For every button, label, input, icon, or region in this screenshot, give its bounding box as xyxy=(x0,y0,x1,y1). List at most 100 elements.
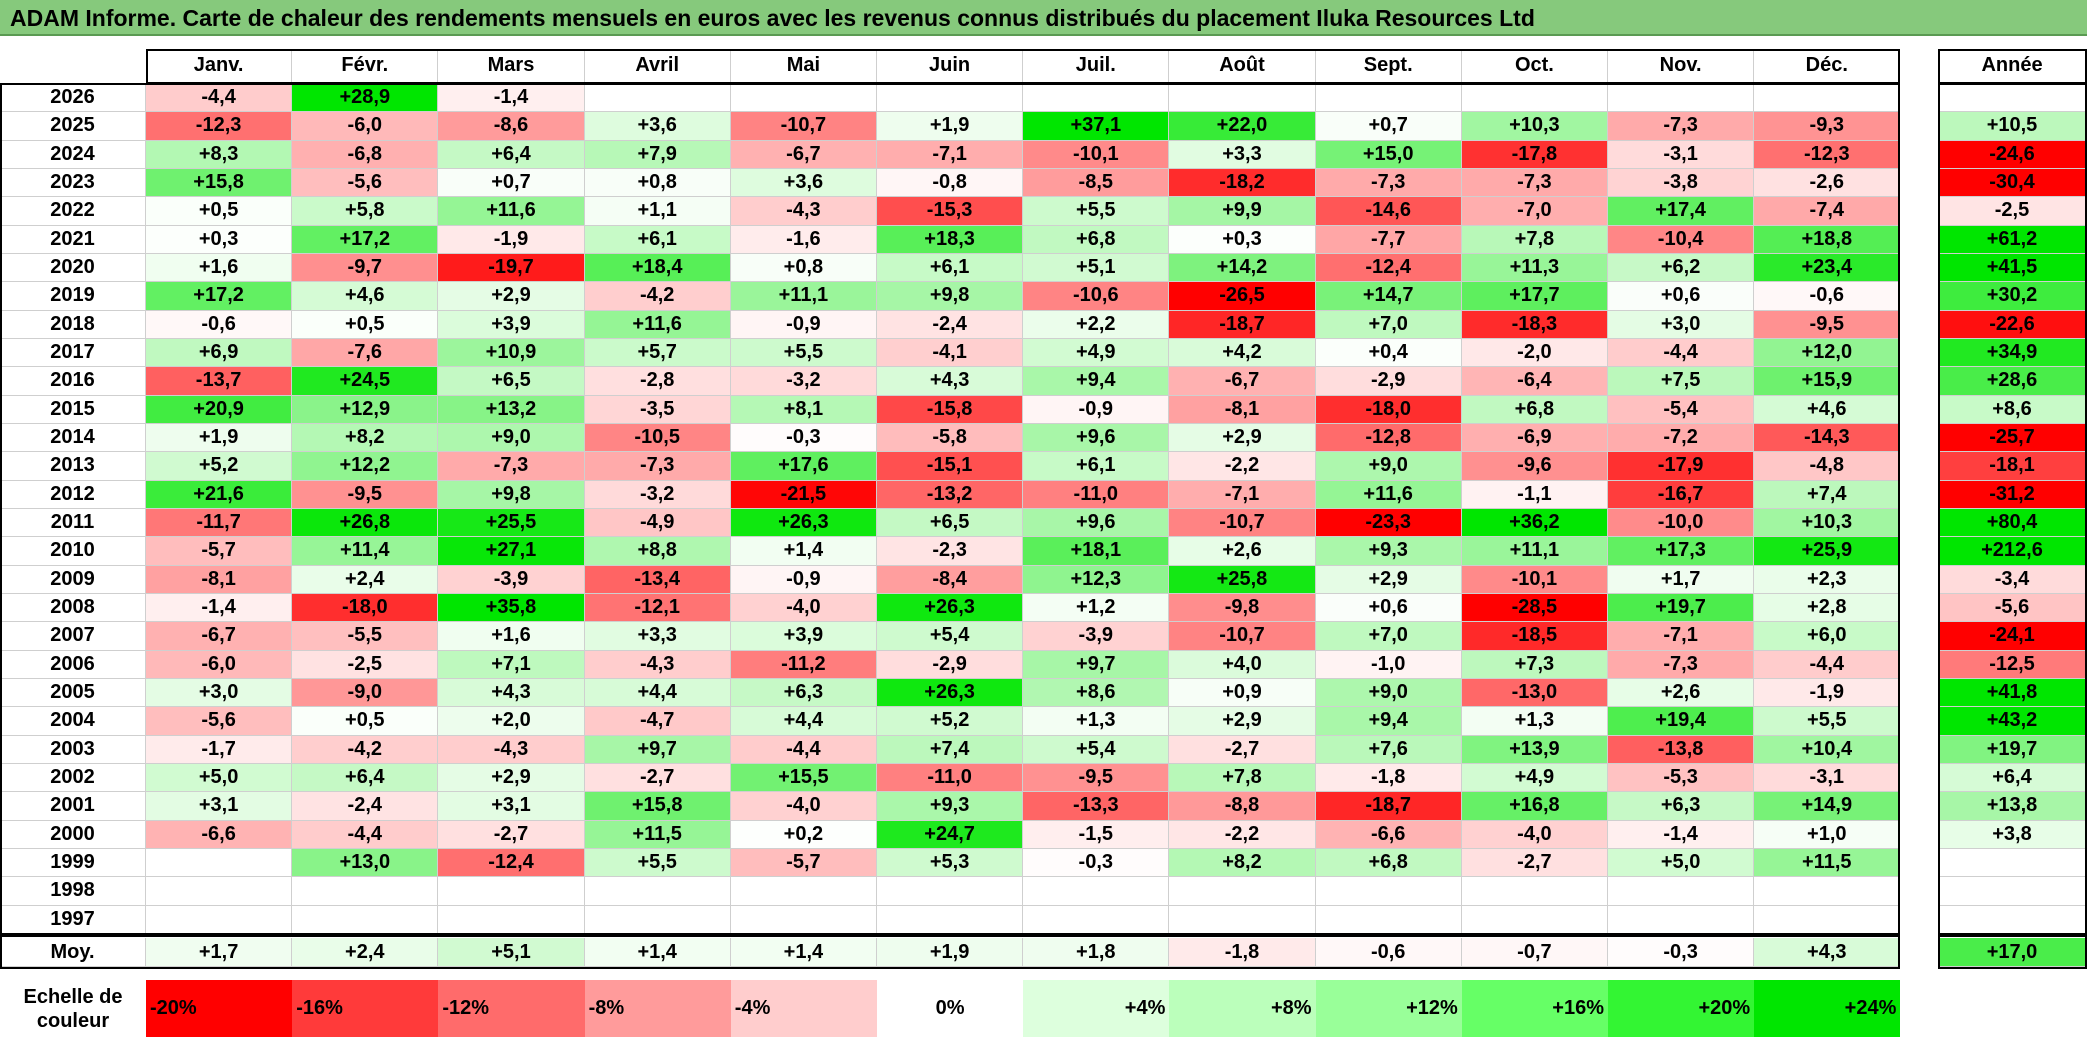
heatmap-cell: -6,7 xyxy=(730,140,877,169)
month-header: Nov. xyxy=(1608,49,1755,83)
heatmap-cell: +9,7 xyxy=(1023,650,1170,679)
heatmap-cell: -7,2 xyxy=(1608,423,1755,453)
heatmap-cell: +25,5 xyxy=(438,508,585,538)
annual-cell: +8,6 xyxy=(1938,395,2087,424)
heatmap-cell: -0,8 xyxy=(877,168,1024,198)
heatmap-cell: -10,0 xyxy=(1608,508,1755,538)
heatmap-cell: +9,6 xyxy=(1023,508,1170,538)
heatmap-cell: -0,6 xyxy=(1754,282,1901,311)
year-label: 2005 xyxy=(0,678,146,708)
heatmap-cell: +4,2 xyxy=(1169,338,1316,368)
color-scale-label: Echelle de couleur xyxy=(23,985,123,1032)
average-cell: +4,3 xyxy=(1754,938,1901,967)
heatmap-cell: +2,9 xyxy=(438,763,585,793)
heatmap-cell: -15,3 xyxy=(877,197,1024,226)
heatmap-cell: +7,6 xyxy=(1315,735,1462,764)
heatmap-cell: +15,8 xyxy=(584,792,731,821)
heatmap-cell: +11,6 xyxy=(1315,480,1462,509)
annual-cell: +34,9 xyxy=(1938,338,2087,368)
heatmap-cell: -4,0 xyxy=(730,792,877,821)
annual-cell: +28,6 xyxy=(1938,367,2087,396)
year-label: 2018 xyxy=(0,310,146,339)
annual-cell: +80,4 xyxy=(1938,508,2087,538)
heatmap-cell: -5,4 xyxy=(1608,395,1755,424)
heatmap-cell: -4,4 xyxy=(1608,338,1755,368)
heatmap-cell: -3,5 xyxy=(584,395,731,424)
year-label: 2016 xyxy=(0,367,146,396)
heatmap-cell: +17,6 xyxy=(730,452,877,481)
year-label: 2006 xyxy=(0,650,146,679)
heatmap-cell: +9,4 xyxy=(1315,707,1462,736)
heatmap-cell: +2,4 xyxy=(292,565,439,594)
heatmap-cell: -1,4 xyxy=(146,593,293,623)
heatmap-cell: +6,1 xyxy=(584,225,731,254)
annual-cell: +41,5 xyxy=(1938,253,2087,283)
heatmap-cell: +5,7 xyxy=(584,338,731,368)
month-header: Mai xyxy=(730,49,877,83)
heatmap-cell: -7,7 xyxy=(1315,225,1462,254)
heatmap-cell xyxy=(1608,905,1755,934)
heatmap-cell: -2,8 xyxy=(584,367,731,396)
heatmap-cell: -9,6 xyxy=(1461,452,1608,481)
heatmap-cell: -3,9 xyxy=(438,565,585,594)
month-header: Août xyxy=(1169,49,1316,83)
heatmap-cell: +4,3 xyxy=(438,678,585,708)
year-label: 2014 xyxy=(0,423,146,453)
color-scale-swatch: +16% xyxy=(1461,980,1608,1037)
heatmap-cell: +9,8 xyxy=(438,480,585,509)
average-cell: +1,4 xyxy=(730,938,877,967)
heatmap-cell: +11,4 xyxy=(292,537,439,566)
heatmap-cell: -6,6 xyxy=(146,820,293,849)
heatmap-cell: +18,3 xyxy=(877,225,1024,254)
heatmap-cell: -4,0 xyxy=(730,593,877,623)
heatmap-cell: +4,4 xyxy=(584,678,731,708)
heatmap-cell: +9,0 xyxy=(1315,678,1462,708)
heatmap-cell: +19,7 xyxy=(1608,593,1755,623)
heatmap-cell: +6,1 xyxy=(877,253,1024,283)
heatmap-cell: -0,3 xyxy=(730,423,877,453)
heatmap-cell: +1,1 xyxy=(584,197,731,226)
heatmap-cell: -5,8 xyxy=(877,423,1024,453)
heatmap-cell: +19,4 xyxy=(1608,707,1755,736)
heatmap-cell: -9,8 xyxy=(1169,593,1316,623)
heatmap-cell: -1,5 xyxy=(1023,820,1170,849)
heatmap-cell: -1,9 xyxy=(438,225,585,254)
annual-cell: -24,6 xyxy=(1938,140,2087,169)
heatmap-cell: +1,3 xyxy=(1461,707,1608,736)
heatmap-cell: -8,1 xyxy=(146,565,293,594)
heatmap-cell: +4,0 xyxy=(1169,650,1316,679)
heatmap-cell: -0,9 xyxy=(730,310,877,339)
heatmap-cell: -2,5 xyxy=(292,650,439,679)
heatmap-cell: -5,6 xyxy=(292,168,439,198)
heatmap-cell: +3,9 xyxy=(730,622,877,651)
month-header: Janv. xyxy=(146,49,293,83)
heatmap-cell xyxy=(1754,877,1901,906)
heatmap-cell: +6,5 xyxy=(438,367,585,396)
heatmap-cell: -4,4 xyxy=(730,735,877,764)
heatmap-cell: +14,2 xyxy=(1169,253,1316,283)
heatmap-cell: +5,0 xyxy=(1608,848,1755,878)
heatmap-cell: -16,7 xyxy=(1608,480,1755,509)
heatmap-cell: +6,8 xyxy=(1023,225,1170,254)
heatmap-cell: -7,1 xyxy=(877,140,1024,169)
heatmap-cell: +5,0 xyxy=(146,763,293,793)
heatmap-cell: -1,4 xyxy=(1608,820,1755,849)
heatmap-cell: -6,7 xyxy=(1169,367,1316,396)
heatmap-cell: +4,4 xyxy=(730,707,877,736)
heatmap-cell: +0,3 xyxy=(1169,225,1316,254)
heatmap-cell xyxy=(1754,905,1901,934)
heatmap-cell: -1,1 xyxy=(1461,480,1608,509)
heatmap-cell: +8,6 xyxy=(1023,678,1170,708)
average-cell: -0,7 xyxy=(1461,938,1608,967)
heatmap-cell: -2,0 xyxy=(1461,338,1608,368)
heatmap-cell: -4,3 xyxy=(730,197,877,226)
heatmap-cell: +5,4 xyxy=(877,622,1024,651)
heatmap-cell: -7,4 xyxy=(1754,197,1901,226)
heatmap-cell: +5,5 xyxy=(730,338,877,368)
heatmap-cell: +0,5 xyxy=(146,197,293,226)
heatmap-cell: +12,0 xyxy=(1754,338,1901,368)
heatmap-cell: +6,5 xyxy=(877,508,1024,538)
heatmap-cell: -10,7 xyxy=(730,112,877,141)
heatmap-cell: +6,4 xyxy=(292,763,439,793)
heatmap-cell: -4,3 xyxy=(438,735,585,764)
